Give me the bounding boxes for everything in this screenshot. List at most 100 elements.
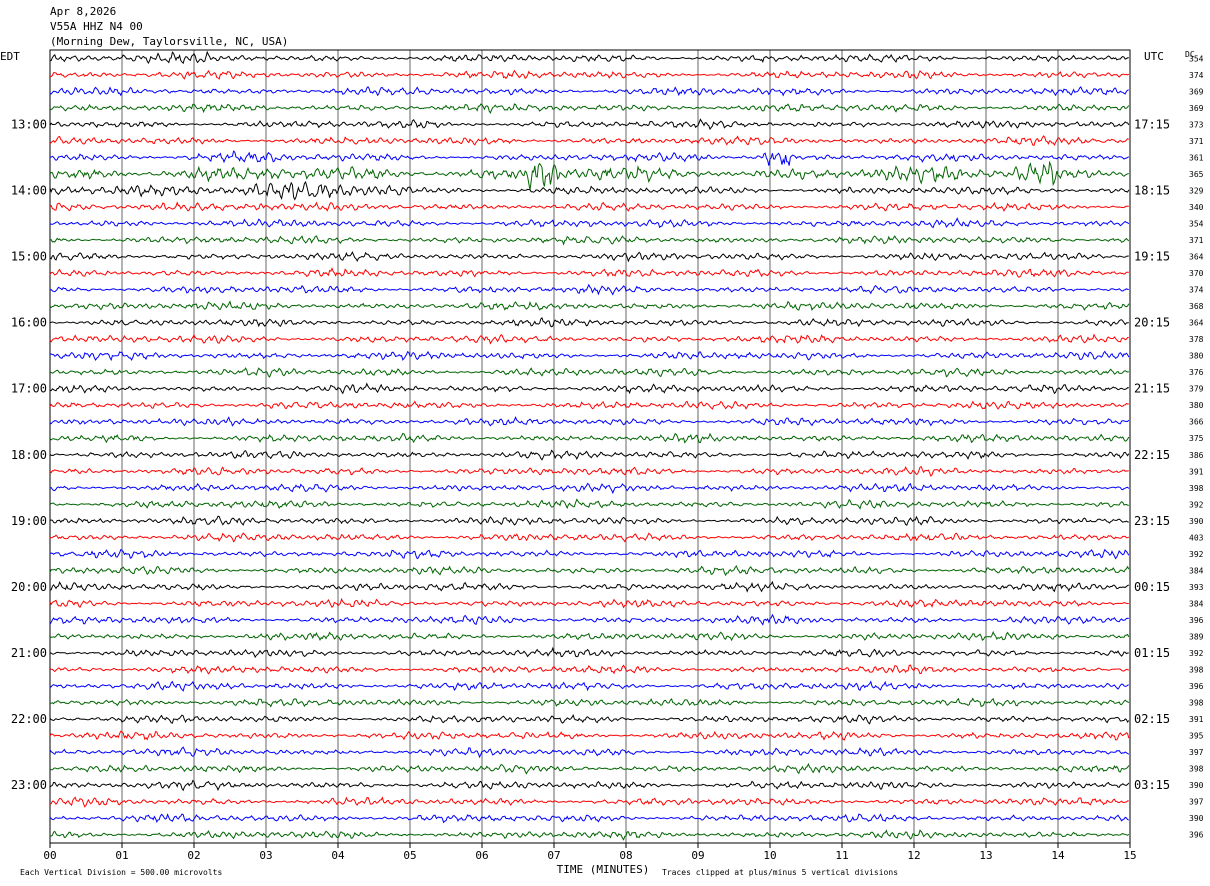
- trace-row: [49, 50, 1129, 65]
- dc-offset-label: 398: [1189, 484, 1204, 493]
- utc-hour-label: 20:15: [1134, 316, 1170, 330]
- x-tick-label: 03: [259, 849, 272, 862]
- dc-offset-label: 396: [1189, 831, 1204, 840]
- trace-row: [49, 580, 1130, 593]
- edt-hour-label: 17:00: [11, 382, 47, 396]
- dc-offset-label: 392: [1189, 550, 1204, 559]
- trace-row: [49, 532, 1129, 543]
- dc-offset-label: 398: [1189, 699, 1204, 708]
- edt-hour-label: 22:00: [11, 712, 47, 726]
- x-tick-label: 01: [115, 849, 128, 862]
- trace-row: [49, 664, 1129, 675]
- x-tick-label: 09: [691, 849, 704, 862]
- x-tick-label: 10: [763, 849, 776, 862]
- edt-hour-label: 18:00: [11, 448, 47, 462]
- dc-offset-label: 376: [1189, 368, 1204, 377]
- dc-offset-label: 368: [1189, 302, 1204, 311]
- trace-row: [49, 85, 1129, 97]
- dc-offset-label: 364: [1189, 253, 1204, 262]
- edt-hour-label: 16:00: [11, 316, 47, 330]
- utc-hour-label: 18:15: [1134, 183, 1170, 197]
- dc-offset-label: 392: [1189, 649, 1204, 658]
- trace-row: [49, 300, 1130, 311]
- trace-row: [49, 498, 1129, 510]
- trace-row: [49, 449, 1130, 461]
- trace-row: [49, 103, 1130, 115]
- dc-offset-label: 384: [1189, 599, 1204, 608]
- dc-offset-label: 390: [1189, 814, 1204, 823]
- dc-offset-label: 340: [1189, 203, 1204, 212]
- trace-row: [49, 217, 1130, 229]
- dc-offset-label: 361: [1189, 153, 1204, 162]
- dc-offset-label: 392: [1189, 500, 1204, 509]
- trace-row: [49, 613, 1129, 626]
- trace-row: [49, 317, 1129, 328]
- trace-row: [49, 762, 1130, 775]
- trace-row: [49, 515, 1129, 526]
- trace-row: [49, 779, 1130, 792]
- trace-row: [49, 235, 1130, 246]
- x-tick-label: 05: [403, 849, 416, 862]
- trace-row: [49, 597, 1129, 609]
- dc-label: DC: [1185, 50, 1195, 59]
- edt-hour-label: 23:00: [11, 778, 47, 792]
- trace-row: [49, 416, 1130, 427]
- utc-hour-label: 03:15: [1134, 778, 1170, 792]
- utc-hour-label: 02:15: [1134, 712, 1170, 726]
- x-tick-label: 04: [331, 849, 345, 862]
- dc-offset-label: 374: [1189, 286, 1204, 295]
- dc-offset-label: 390: [1189, 517, 1204, 526]
- dc-offset-label: 398: [1189, 765, 1204, 774]
- dc-offset-label: 373: [1189, 120, 1204, 129]
- trace-row: [49, 730, 1130, 741]
- trace-row: [49, 630, 1130, 642]
- trace-row: [49, 118, 1130, 131]
- dc-offset-label: 354: [1189, 54, 1204, 63]
- trace-row: [49, 382, 1129, 395]
- edt-hour-label: 13:00: [11, 117, 47, 131]
- trace-row: [49, 333, 1129, 345]
- x-tick-label: 15: [1123, 849, 1136, 862]
- dc-offset-label: 354: [1189, 219, 1204, 228]
- plot-frame: [49, 49, 1131, 844]
- trace-row: [49, 180, 1130, 201]
- dc-offset-label: 389: [1189, 632, 1204, 641]
- trace-row: [49, 432, 1130, 444]
- x-axis-title: TIME (MINUTES): [557, 863, 650, 876]
- utc-hour-label: 17:15: [1134, 117, 1170, 131]
- edt-hour-label: 19:00: [11, 514, 47, 528]
- footer-clip-note: Traces clipped at plus/minus 5 vertical …: [662, 868, 898, 877]
- dc-offset-label: 398: [1189, 666, 1204, 675]
- dc-offset-label: 369: [1189, 87, 1204, 96]
- trace-row: [49, 350, 1130, 362]
- header-station: V55A HHZ N4 00: [50, 20, 143, 33]
- trace-row: [49, 680, 1129, 692]
- dc-offset-label: 396: [1189, 616, 1204, 625]
- trace-row: [49, 283, 1129, 296]
- dc-offset-label: 380: [1189, 352, 1204, 361]
- utc-hour-label: 00:15: [1134, 580, 1170, 594]
- x-tick-label: 08: [619, 849, 632, 862]
- edt-hour-label: 21:00: [11, 646, 47, 660]
- x-tick-label: 07: [547, 849, 560, 862]
- trace-row: [49, 69, 1130, 80]
- dc-offset-label: 393: [1189, 583, 1204, 592]
- x-tick-label: 14: [1051, 849, 1065, 862]
- edt-timezone-label: EDT: [0, 50, 20, 63]
- trace-row: [49, 150, 1130, 166]
- x-tick-label: 13: [979, 849, 992, 862]
- dc-offset-label: 380: [1189, 401, 1204, 410]
- dc-offset-label: 365: [1189, 170, 1204, 179]
- trace-row: [49, 482, 1130, 495]
- utc-hour-label: 22:15: [1134, 448, 1170, 462]
- trace-row: [49, 813, 1129, 824]
- utc-timezone-label: UTC: [1144, 50, 1164, 63]
- dc-offset-label: 375: [1189, 434, 1204, 443]
- dc-offset-label: 386: [1189, 451, 1204, 460]
- trace-row: [49, 646, 1129, 659]
- dc-offset-label: 364: [1189, 319, 1204, 328]
- edt-hour-label: 15:00: [11, 250, 47, 264]
- trace-row: [49, 251, 1129, 263]
- trace-row: [49, 135, 1130, 146]
